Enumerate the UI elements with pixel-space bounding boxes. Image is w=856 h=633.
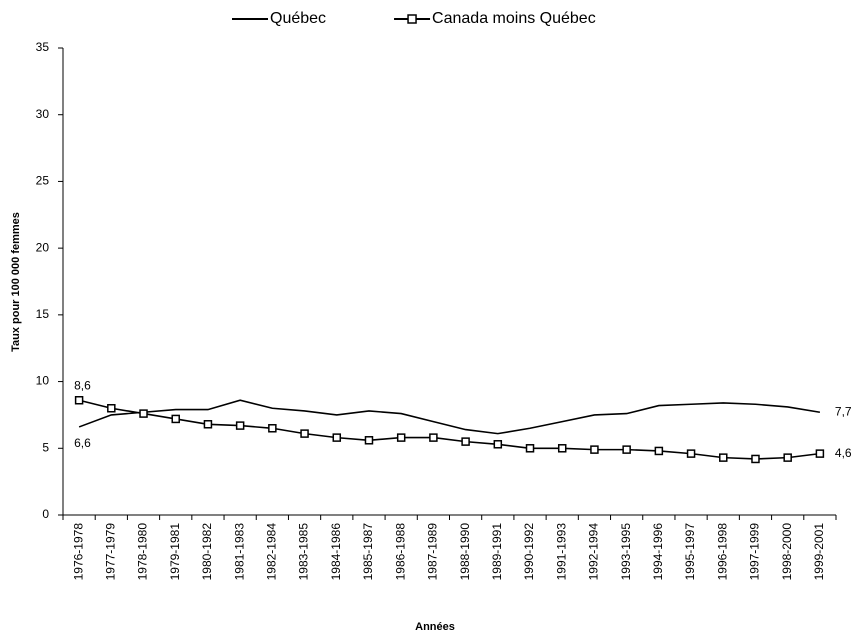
data-point xyxy=(74,396,84,405)
data-point xyxy=(429,433,438,442)
y-tick-label: 10 xyxy=(36,374,50,388)
x-tick-label: 1991-1993 xyxy=(554,523,568,581)
data-point xyxy=(396,433,406,442)
legend-label: Canada moins Québec xyxy=(432,10,596,27)
x-tick-label: 1981-1983 xyxy=(232,523,246,581)
data-label: 6,6 xyxy=(74,436,91,450)
data-point xyxy=(654,446,664,456)
data-point xyxy=(525,444,535,453)
x-tick-label: 1978-1980 xyxy=(136,523,150,581)
x-tick-label: 1999-2001 xyxy=(812,523,826,581)
x-tick-label: 1995-1997 xyxy=(683,523,697,581)
data-point xyxy=(557,444,567,453)
data-point xyxy=(461,437,470,446)
data-point xyxy=(300,429,309,438)
y-tick-label: 20 xyxy=(36,240,50,254)
data-point xyxy=(171,414,180,424)
y-tick-label: 5 xyxy=(42,440,49,454)
data-point xyxy=(590,445,599,454)
series-line xyxy=(78,399,821,435)
data-point xyxy=(139,409,148,418)
x-tick-label: 1996-1998 xyxy=(715,523,729,581)
data-point xyxy=(364,436,374,445)
data-label: 8,6 xyxy=(74,378,91,392)
x-tick-label: 1989-1991 xyxy=(490,523,504,581)
data-point xyxy=(493,440,503,449)
legend: Québec Canada moins Québec xyxy=(232,10,596,27)
x-tick-label: 1987-1989 xyxy=(426,523,440,581)
series-line xyxy=(78,399,820,460)
data-point xyxy=(268,424,277,433)
data-point xyxy=(235,421,245,430)
legend-marker xyxy=(407,14,417,24)
x-tick-label: 1983-1985 xyxy=(297,523,311,581)
x-tick-label: 1982-1984 xyxy=(265,523,279,581)
x-tick-label: 1988-1990 xyxy=(458,523,472,581)
x-tick-label: 1984-1986 xyxy=(329,523,343,581)
data-point xyxy=(622,445,631,454)
x-tick-label: 1986-1988 xyxy=(393,523,407,581)
y-axis-title: Taux pour 100 000 femmes xyxy=(10,212,22,352)
x-tick-label: 1976-1978 xyxy=(71,523,85,581)
y-tick-label: 25 xyxy=(36,174,50,188)
x-tick-label: 1998-2000 xyxy=(780,523,794,581)
data-point xyxy=(719,453,728,462)
y-tick-label: 30 xyxy=(36,107,50,121)
data-label: 4,6 xyxy=(835,446,852,460)
y-tick-label: 35 xyxy=(36,40,50,54)
x-tick-label: 1980-1982 xyxy=(200,523,214,581)
data-point xyxy=(332,433,342,442)
legend-label: Québec xyxy=(270,10,326,27)
x-tick-label: 1977-1979 xyxy=(103,523,117,581)
x-tick-label: 1994-1996 xyxy=(651,523,665,581)
x-tick-label: 1997-1999 xyxy=(748,523,762,581)
data-point xyxy=(815,449,825,458)
data-point xyxy=(783,453,792,462)
data-point xyxy=(751,454,760,464)
data-point xyxy=(203,420,213,429)
data-point xyxy=(686,449,696,458)
y-tick-label: 15 xyxy=(36,307,50,321)
x-tick-label: 1993-1995 xyxy=(619,523,633,581)
x-tick-label: 1992-1994 xyxy=(587,523,601,581)
y-tick-label: 0 xyxy=(42,507,49,521)
x-tick-label: 1979-1981 xyxy=(168,523,182,581)
x-axis-title: Années xyxy=(415,621,455,633)
x-tick-label: 1990-1992 xyxy=(522,523,536,581)
x-tick-label: 1985-1987 xyxy=(361,523,375,581)
data-point xyxy=(107,404,116,413)
data-label: 7,7 xyxy=(835,404,852,418)
